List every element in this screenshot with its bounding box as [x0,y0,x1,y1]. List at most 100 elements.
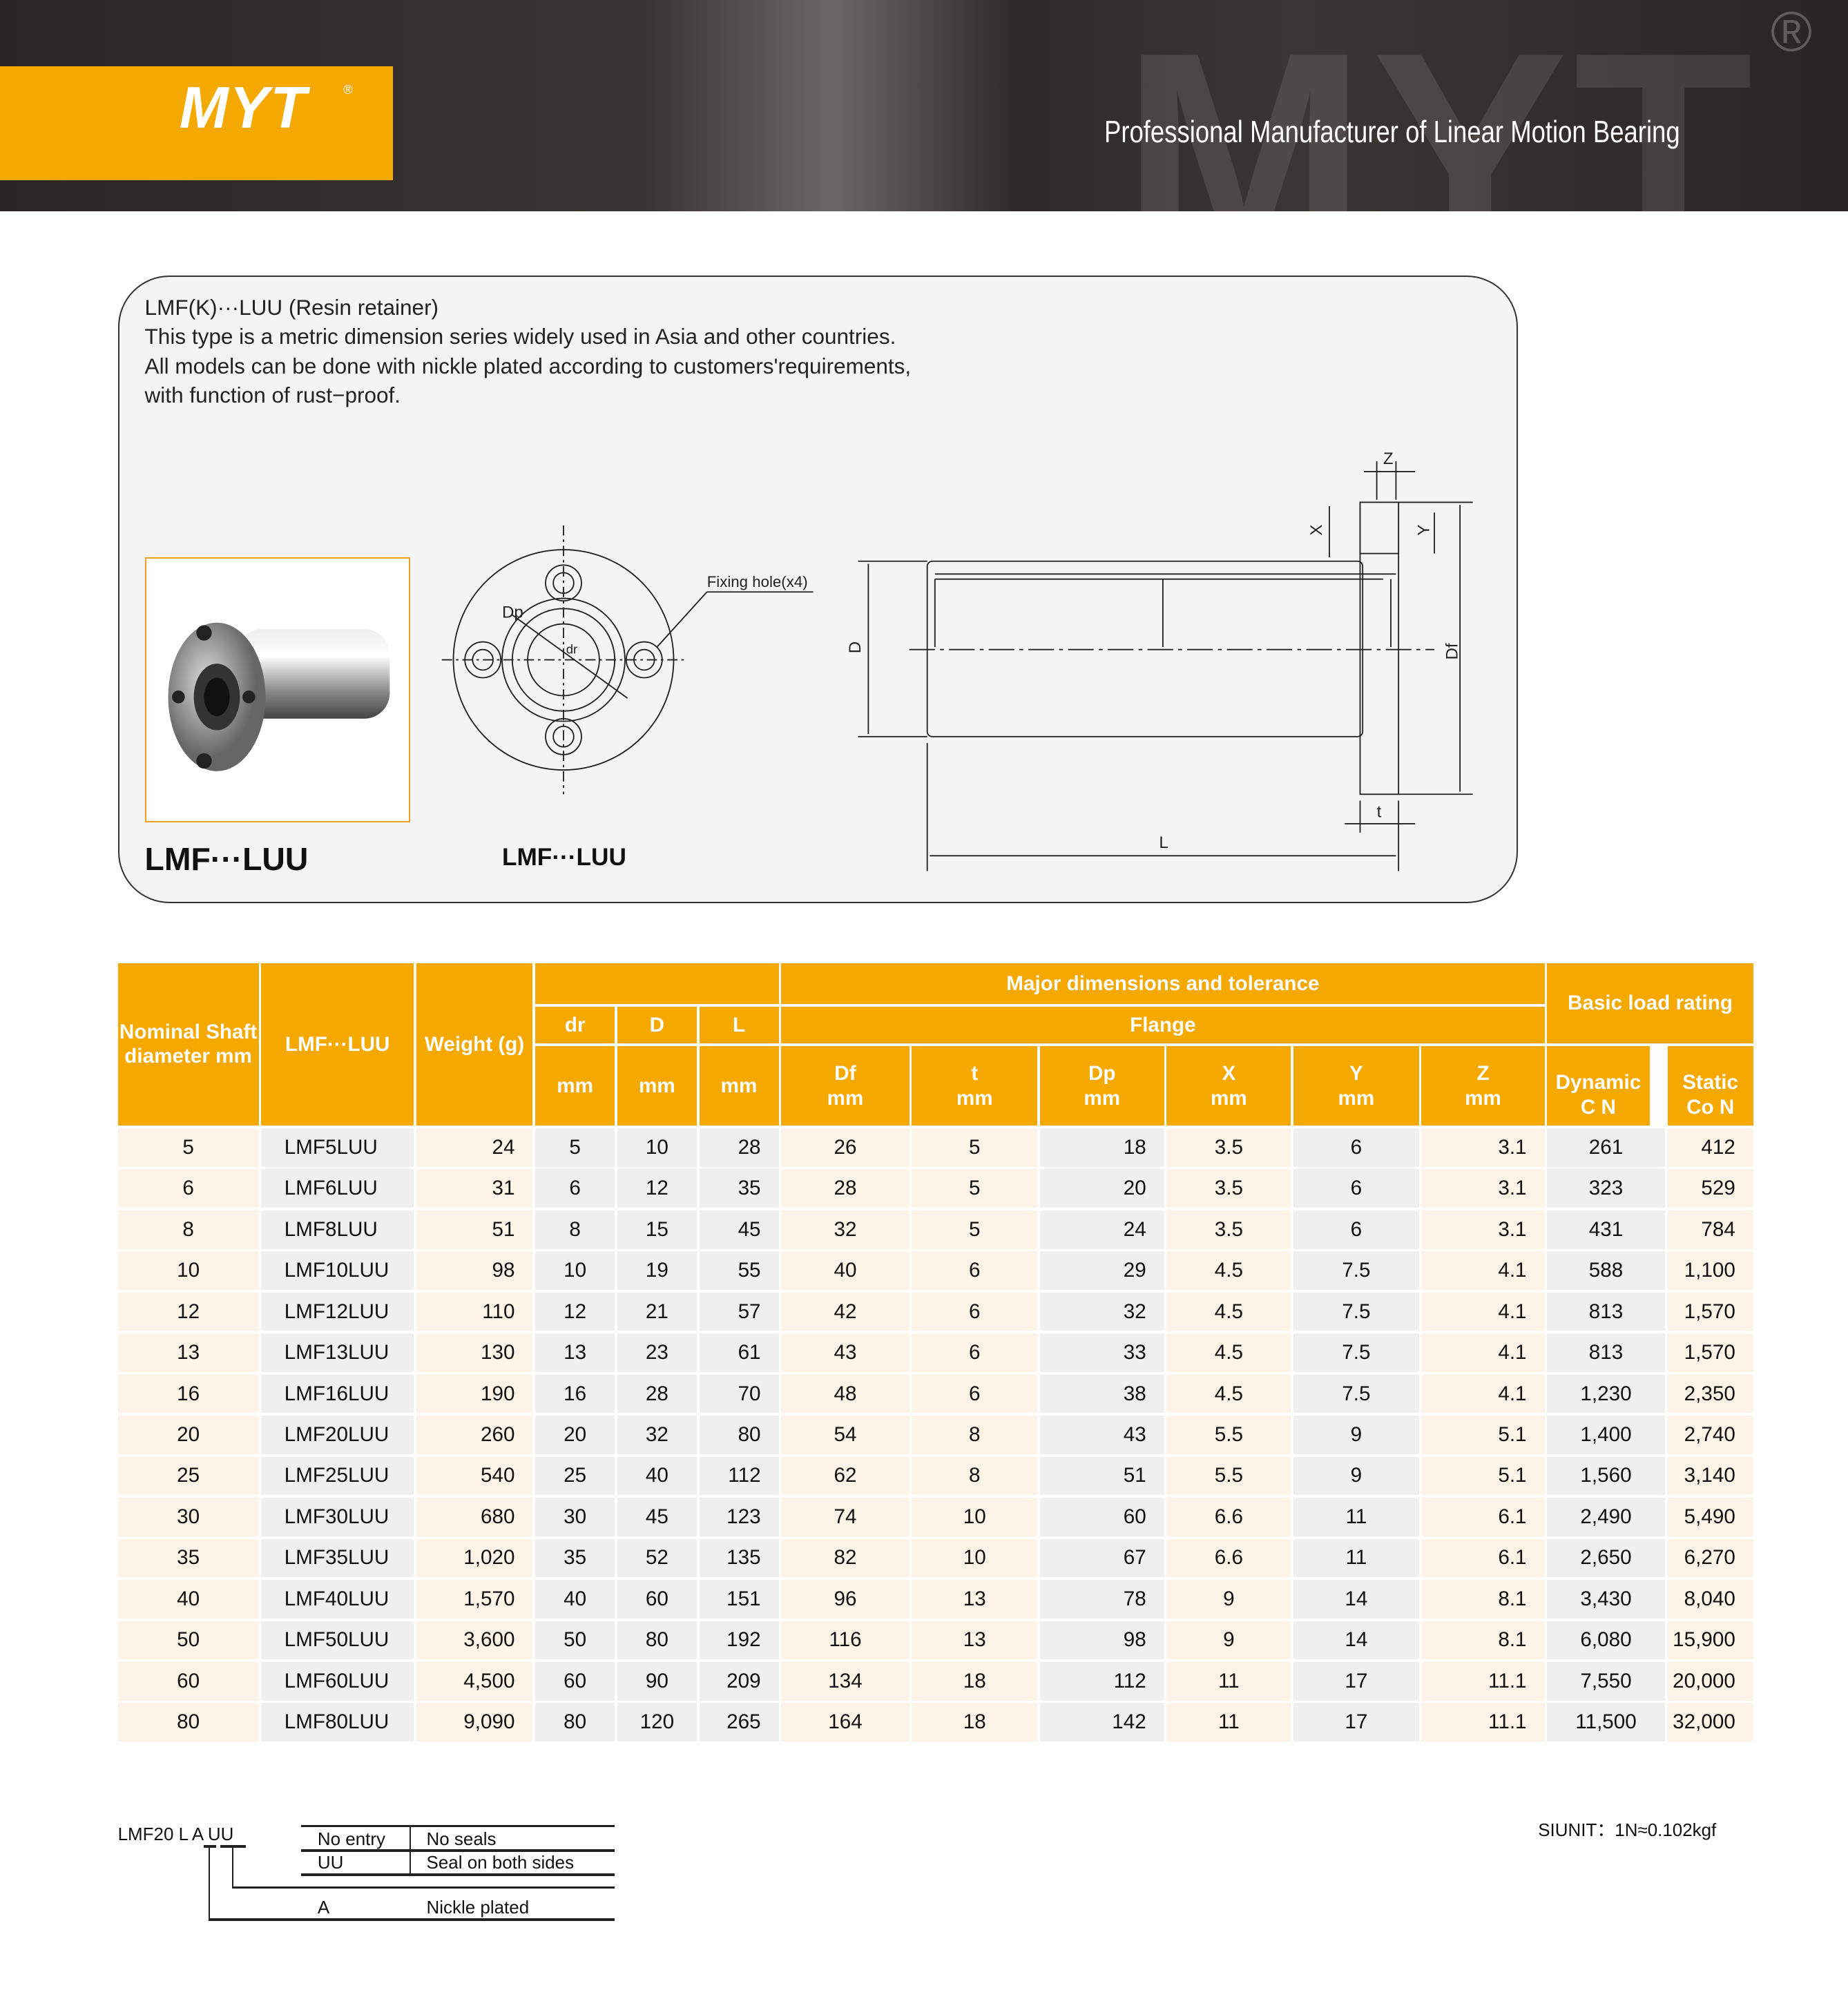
header-basic-load-rating: Basic load rating [1547,963,1753,1044]
z-label: Z [1383,449,1394,467]
table-cell: 82 [781,1538,909,1578]
table-cell: 11.1 [1421,1661,1545,1701]
table-cell: 17 [1293,1661,1419,1701]
table-cell: 67 [1039,1538,1164,1578]
table-cell: 10 [617,1128,697,1167]
table-cell: 8 [535,1210,615,1249]
header-symbol: Z [1476,1062,1490,1085]
table-row-shaft-diameter: 16 [117,1374,259,1413]
table-cell: 6 [912,1333,1038,1372]
logo-registered: ® [343,81,353,97]
drawing-label: LMF···LUU [501,844,626,871]
table-cell: 135 [699,1538,779,1578]
table-cell: 6.1 [1421,1498,1545,1536]
table-cell: 17 [1293,1703,1419,1742]
table-cell: 5 [912,1210,1038,1249]
table-row-model: LMF12LUU [261,1292,414,1331]
table-cell: 24 [1039,1210,1164,1249]
table-cell: 190 [416,1374,533,1413]
table-cell: 680 [416,1498,533,1536]
table-cell: 43 [1039,1416,1164,1454]
table-cell: 70 [699,1374,779,1413]
df-label: Df [1443,643,1461,659]
table-cell: 90 [617,1661,697,1701]
table-cell: 813 [1547,1333,1665,1372]
table-cell: 35 [535,1538,615,1578]
table-cell: 431 [1547,1210,1665,1249]
code-example: LMF20 L A UU [117,1823,234,1844]
table-cell: 42 [781,1292,909,1331]
table-cell: 25 [535,1456,615,1496]
table-cell: 11 [1166,1703,1291,1742]
fixing-hole-label: Fixing hole(x4) [707,572,808,590]
table-cell: 142 [1039,1703,1164,1742]
table-cell: 8 [912,1456,1038,1496]
legend-no-seals: No seals [426,1828,497,1850]
table-cell: 98 [1039,1621,1164,1660]
header-t: t mm [912,1046,1038,1126]
table-cell: 24 [416,1128,533,1167]
table-cell: 31 [416,1169,533,1208]
table-cell: 265 [699,1703,779,1742]
x-label: X [1307,524,1326,535]
table-cell: 6 [912,1251,1038,1290]
side-view [858,461,1473,871]
table-row-model: LMF6LUU [261,1169,414,1208]
table-cell: 3.5 [1166,1169,1291,1208]
watermark-logo: MYT [1121,0,1759,211]
table-cell: 61 [699,1333,779,1372]
table-cell: 45 [699,1210,779,1249]
table-row-shaft-diameter: 50 [117,1621,259,1660]
table-cell: 9,090 [416,1703,533,1742]
table-cell: 6 [912,1292,1038,1331]
header-unit-mm: mm [1084,1086,1121,1110]
table-cell: 3.5 [1166,1210,1291,1249]
product-photo [144,557,410,822]
table-cell: 1,560 [1547,1456,1665,1496]
header-symbol: X [1222,1062,1236,1085]
table-cell: 2,490 [1547,1498,1665,1536]
l-label: L [1159,833,1168,852]
table-row-model: LMF35LUU [261,1538,414,1578]
table-cell: 80 [699,1416,779,1454]
header-unit-mm: mm [535,1046,615,1126]
header-static: Static Co N [1667,1046,1753,1126]
table-cell: 151 [699,1580,779,1619]
table-cell: 32 [781,1210,909,1249]
table-cell: 5.5 [1166,1416,1291,1454]
table-cell: 6 [1293,1169,1419,1208]
table-cell: 13 [912,1580,1038,1619]
table-cell: 28 [781,1169,909,1208]
y-label: Y [1415,524,1434,535]
table-cell: 3.1 [1421,1128,1545,1167]
table-cell: 3,430 [1547,1580,1665,1619]
table-cell: 20,000 [1667,1661,1753,1701]
table-cell: 7.5 [1293,1333,1419,1372]
table-row-model: LMF10LUU [261,1251,414,1290]
table-cell: 3.1 [1421,1210,1545,1249]
table-cell: 38 [1039,1374,1164,1413]
table-cell: 60 [617,1580,697,1619]
header-unit-mm: mm [699,1046,779,1126]
table-cell: 15,900 [1667,1621,1753,1660]
table-cell: 52 [617,1538,697,1578]
table-cell: 20 [535,1416,615,1454]
table-cell: 32,000 [1667,1703,1753,1742]
table-row-shaft-diameter: 10 [117,1251,259,1290]
header-symbol: t [971,1062,979,1085]
table-row-model: LMF80LUU [261,1703,414,1742]
table-cell: 11,500 [1547,1703,1665,1742]
table-cell: 48 [781,1374,909,1413]
header-major-dimensions: Major dimensions and tolerance [781,963,1545,1004]
table-row-shaft-diameter: 5 [117,1128,259,1167]
table-cell: 6.6 [1166,1538,1291,1578]
table-cell: 8,040 [1667,1580,1753,1619]
table-cell: 1,400 [1547,1416,1665,1454]
table-cell: 1,570 [1667,1292,1753,1331]
table-cell: 43 [781,1333,909,1372]
table-row-shaft-diameter: 20 [117,1416,259,1454]
intro-title: LMF(K)···LUU (Resin retainer) [144,294,439,320]
table-cell: 260 [416,1416,533,1454]
table-cell: 11 [1293,1498,1419,1536]
table-cell: 4.5 [1166,1292,1291,1331]
